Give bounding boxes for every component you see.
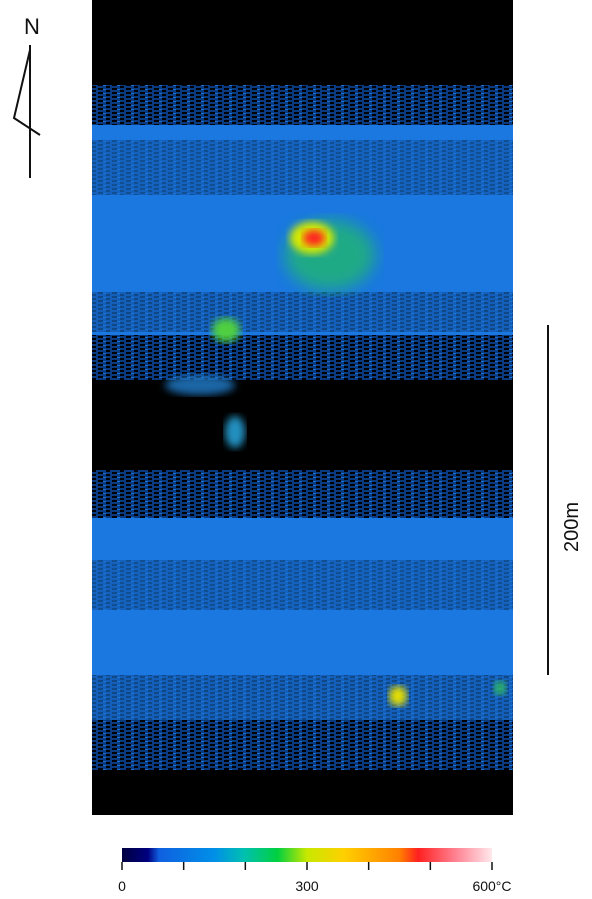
colorbar-label: 0: [118, 878, 126, 894]
north-arrow: [12, 45, 41, 178]
scale-label: 200m: [561, 502, 583, 552]
north-label: N: [24, 14, 40, 39]
colorbar: [122, 848, 492, 862]
colorbar-label: 600°C: [472, 878, 511, 894]
thermal-image: [92, 0, 513, 815]
colorbar-label: 300: [295, 878, 319, 894]
